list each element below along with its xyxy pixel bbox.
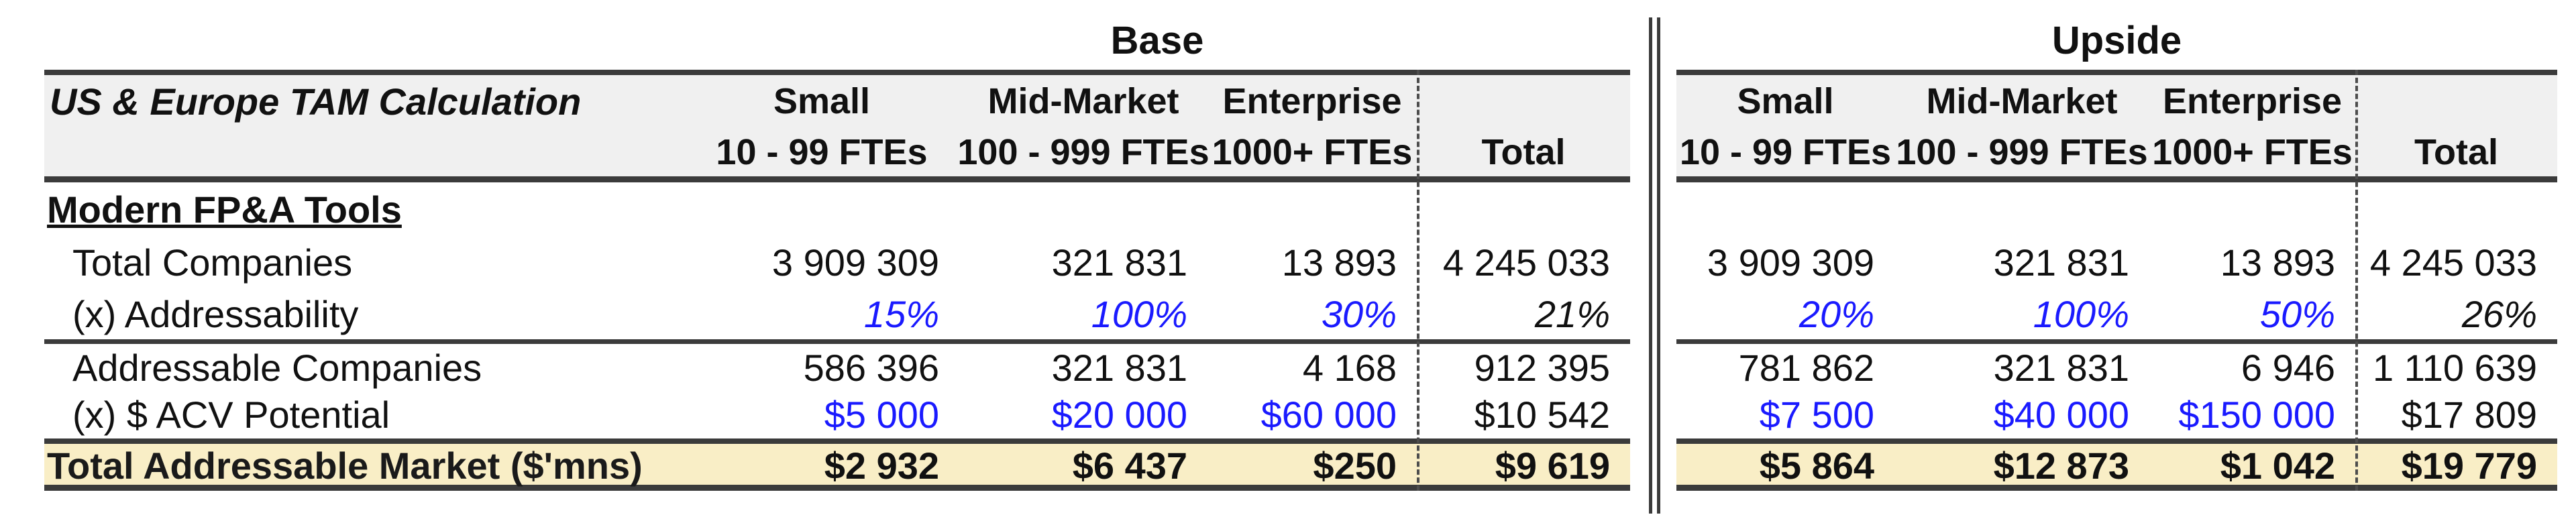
upside-row-acv-potential: $7 500 $40 000 $150 000 $17 809 bbox=[1676, 391, 2557, 438]
scenario-divider bbox=[1649, 17, 1660, 514]
upside-row-total-companies: 3 909 309 321 831 13 893 4 245 033 bbox=[1676, 236, 2557, 288]
cell-base-tam-midmarket: $6 437 bbox=[1072, 445, 1187, 487]
divider-line bbox=[1649, 17, 1652, 514]
base-row-acv-potential: (x) $ ACV Potential $5 000 $20 000 $60 0… bbox=[44, 391, 1630, 438]
base-col-header-midmarket: Mid-Market bbox=[987, 81, 1179, 121]
upside-col-subheader-enterprise: 1000+ FTEs bbox=[2152, 131, 2353, 172]
cell-base-addressable-companies-enterprise: 4 168 bbox=[1302, 346, 1397, 389]
cell-base-tam-enterprise: $250 bbox=[1313, 445, 1397, 487]
upside-row-addressable-companies: 781 862 321 831 6 946 1 110 639 bbox=[1676, 344, 2557, 391]
cell-base-addressable-companies-small: 586 396 bbox=[803, 346, 939, 389]
upside-table: Upside Small Mid-Market Enterprise 10 - … bbox=[1676, 0, 2557, 491]
row-label-total-companies: Total Companies bbox=[72, 241, 353, 284]
cell-upside-addressable-companies-small: 781 862 bbox=[1738, 346, 1874, 389]
cell-base-tam-total: $9 619 bbox=[1495, 445, 1610, 487]
empty-cell bbox=[1208, 182, 1417, 236]
base-scenario-title: Base bbox=[1110, 19, 1204, 62]
upside-header-band: Small Mid-Market Enterprise 10 - 99 FTEs… bbox=[1676, 70, 2557, 182]
cell-upside-addressable-companies-enterprise: 6 946 bbox=[2241, 346, 2335, 389]
cell-upside-addressability-enterprise[interactable]: 50% bbox=[2259, 292, 2335, 335]
cell-base-acv-total: $10 542 bbox=[1474, 394, 1610, 436]
base-table: Base US & Europe TAM Calculation Small M… bbox=[44, 0, 1630, 491]
cell-upside-tam-total: $19 779 bbox=[2401, 445, 2537, 487]
upside-col-header-total: Total bbox=[2414, 131, 2498, 172]
cell-upside-acv-total: $17 809 bbox=[2401, 394, 2537, 436]
upside-col-header-enterprise: Enterprise bbox=[2162, 81, 2343, 121]
cell-upside-tam-midmarket: $12 873 bbox=[1993, 445, 2129, 487]
cell-upside-acv-midmarket[interactable]: $40 000 bbox=[1993, 394, 2129, 436]
upside-section-spacer-row bbox=[1676, 182, 2557, 236]
cell-base-total-companies-total: 4 245 033 bbox=[1442, 241, 1610, 284]
cell-base-total-companies-small: 3 909 309 bbox=[771, 241, 939, 284]
cell-upside-tam-small: $5 864 bbox=[1759, 445, 1874, 487]
base-col-subheader-small: 10 - 99 FTEs bbox=[716, 131, 928, 172]
cell-upside-total-companies-total: 4 245 033 bbox=[2369, 241, 2537, 284]
total-column-dashed-separator bbox=[2355, 70, 2358, 491]
base-row-tam: Total Addressable Market ($'mns) $2 932 … bbox=[44, 438, 1630, 491]
upside-row-addressability: 20% 100% 50% 26% bbox=[1676, 288, 2557, 339]
base-col-subheader-enterprise: 1000+ FTEs bbox=[1212, 131, 1413, 172]
cell-base-addressability-enterprise[interactable]: 30% bbox=[1321, 292, 1397, 335]
empty-cell bbox=[1417, 75, 1630, 127]
empty-cell bbox=[2355, 75, 2557, 127]
base-col-header-enterprise: Enterprise bbox=[1222, 81, 1402, 121]
cell-upside-addressable-companies-total: 1 110 639 bbox=[2373, 346, 2537, 389]
cell-upside-addressability-midmarket[interactable]: 100% bbox=[2033, 292, 2129, 335]
cell-upside-acv-small[interactable]: $7 500 bbox=[1759, 394, 1874, 436]
cell-base-acv-enterprise[interactable]: $60 000 bbox=[1260, 394, 1397, 436]
empty-cell bbox=[959, 182, 1208, 236]
empty-cell bbox=[1417, 182, 1630, 236]
cell-upside-addressable-companies-midmarket: 321 831 bbox=[1993, 346, 2129, 389]
cell-upside-total-companies-enterprise: 13 893 bbox=[2220, 241, 2335, 284]
base-col-header-total: Total bbox=[1481, 131, 1566, 172]
empty-cell bbox=[2149, 182, 2355, 236]
empty-cell bbox=[1676, 182, 1894, 236]
cell-base-addressability-total: 21% bbox=[1534, 292, 1610, 335]
cell-base-acv-midmarket[interactable]: $20 000 bbox=[1051, 394, 1187, 436]
section-header-row: Modern FP&A Tools bbox=[44, 182, 1630, 236]
cell-base-tam-small: $2 932 bbox=[824, 445, 939, 487]
row-label-addressability: (x) Addressability bbox=[72, 292, 359, 335]
base-header-band: US & Europe TAM Calculation Small Mid-Ma… bbox=[44, 70, 1630, 182]
upside-row-tam: $5 864 $12 873 $1 042 $19 779 bbox=[1676, 438, 2557, 491]
empty-cell bbox=[44, 127, 684, 176]
table-title-header: US & Europe TAM Calculation bbox=[50, 80, 582, 123]
horizontal-rule bbox=[44, 339, 1630, 344]
cell-base-acv-small[interactable]: $5 000 bbox=[824, 394, 939, 436]
horizontal-rule bbox=[1676, 339, 2557, 344]
base-row-addressability: (x) Addressability 15% 100% 30% 21% bbox=[44, 288, 1630, 339]
cell-base-total-companies-enterprise: 13 893 bbox=[1281, 241, 1397, 284]
cell-upside-total-companies-midmarket: 321 831 bbox=[1993, 241, 2129, 284]
row-label-tam: Total Addressable Market ($'mns) bbox=[47, 445, 643, 487]
cell-upside-tam-enterprise: $1 042 bbox=[2220, 445, 2335, 487]
cell-base-addressability-midmarket[interactable]: 100% bbox=[1091, 292, 1187, 335]
empty-cell bbox=[1894, 182, 2149, 236]
cell-upside-total-companies-small: 3 909 309 bbox=[1707, 241, 1874, 284]
cell-upside-addressability-small[interactable]: 20% bbox=[1799, 292, 1874, 335]
cell-base-addressability-small[interactable]: 15% bbox=[863, 292, 939, 335]
total-column-dashed-separator bbox=[1417, 70, 1419, 491]
upside-col-header-midmarket: Mid-Market bbox=[1926, 81, 2118, 121]
cell-base-addressable-companies-midmarket: 321 831 bbox=[1051, 346, 1187, 389]
row-label-addressable-companies: Addressable Companies bbox=[72, 346, 482, 389]
base-col-header-small: Small bbox=[773, 81, 871, 121]
cell-base-total-companies-midmarket: 321 831 bbox=[1051, 241, 1187, 284]
empty-cell bbox=[2355, 182, 2557, 236]
upside-col-header-small: Small bbox=[1737, 81, 1834, 121]
divider-line bbox=[1657, 17, 1660, 514]
cell-upside-addressability-total: 26% bbox=[2461, 292, 2537, 335]
row-label-acv-potential: (x) $ ACV Potential bbox=[72, 394, 390, 436]
base-row-addressable-companies: Addressable Companies 586 396 321 831 4 … bbox=[44, 344, 1630, 391]
base-col-subheader-midmarket: 100 - 999 FTEs bbox=[957, 131, 1210, 172]
empty-cell bbox=[684, 182, 959, 236]
upside-col-subheader-midmarket: 100 - 999 FTEs bbox=[1896, 131, 2148, 172]
upside-col-subheader-small: 10 - 99 FTEs bbox=[1679, 131, 1892, 172]
cell-base-addressable-companies-total: 912 395 bbox=[1474, 346, 1610, 389]
cell-upside-acv-enterprise[interactable]: $150 000 bbox=[2178, 394, 2335, 436]
base-row-total-companies: Total Companies 3 909 309 321 831 13 893… bbox=[44, 236, 1630, 288]
upside-scenario-title: Upside bbox=[2051, 19, 2182, 62]
section-title: Modern FP&A Tools bbox=[47, 188, 402, 231]
